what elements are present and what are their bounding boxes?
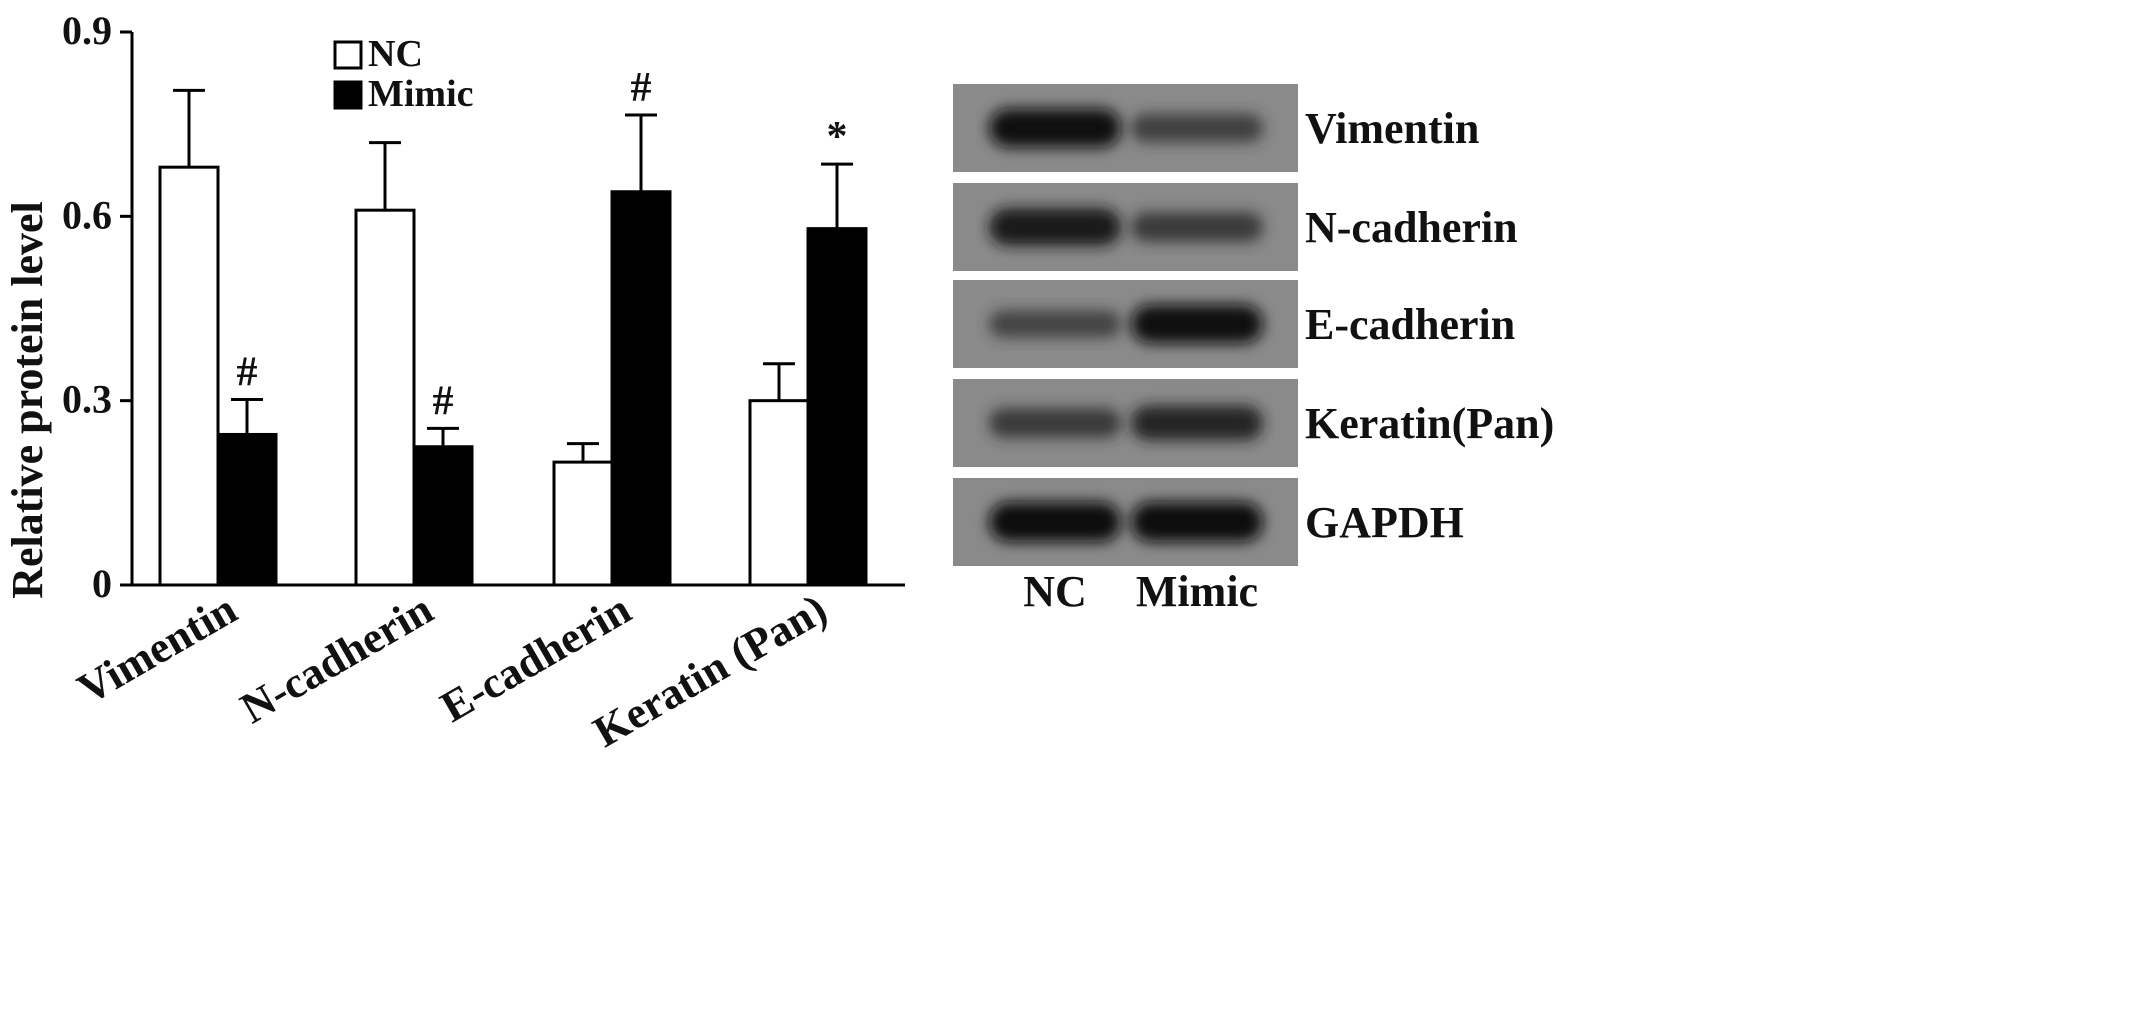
blot-panel-1: N-cadherin [953, 183, 1518, 271]
blot-panel-0: Vimentin [953, 84, 1479, 172]
band-nc [989, 502, 1121, 542]
bar-mimic-1 [412, 445, 474, 587]
blot-band-label: Keratin(Pan) [1305, 399, 1554, 448]
blot-band-label: GAPDH [1305, 498, 1464, 547]
significance-mark: # [237, 349, 258, 395]
legend: NC Mimic [333, 33, 474, 115]
band-mimic [1131, 113, 1263, 143]
axes [130, 32, 905, 587]
significance-mark: # [631, 65, 652, 111]
bar-mimic-2 [610, 190, 672, 587]
blot-lane-label: Mimic [1136, 567, 1258, 616]
blot-panel-3: Keratin(Pan) [953, 379, 1554, 467]
bars: # # # * [158, 65, 868, 587]
y-tick-label: 0.3 [62, 377, 112, 422]
band-mimic [1131, 304, 1263, 344]
band-nc [989, 310, 1121, 338]
legend-swatch-nc [333, 40, 363, 70]
bar-mimic-3 [806, 227, 868, 587]
blot-lane-label: NC [1023, 567, 1087, 616]
significance-mark: # [433, 378, 454, 424]
western-blot: Vimentin N-cadherin E-cadherin Keratin(Pan)… [953, 84, 1554, 616]
blot-panel-4: GAPDH [953, 478, 1464, 566]
blot-band-label: Vimentin [1305, 104, 1479, 153]
bar-nc-2 [552, 460, 614, 587]
bar-mimic-0 [216, 432, 278, 587]
legend-label-mimic: Mimic [368, 73, 474, 115]
legend-swatch-mimic [333, 80, 363, 110]
band-mimic [1131, 502, 1263, 542]
band-nc [989, 408, 1121, 438]
bar-nc-3 [748, 399, 810, 587]
y-tick-label: 0.9 [62, 8, 112, 53]
band-mimic [1131, 405, 1263, 441]
legend-label-nc: NC [368, 33, 423, 75]
band-nc [989, 208, 1121, 246]
bar-nc-0 [158, 165, 220, 587]
bar-chart: Relative protein level 0 0.3 0.6 0.9 # # # * V… [3, 8, 905, 757]
band-mimic [1131, 212, 1263, 242]
y-tick-label: 0 [92, 561, 112, 606]
x-tick-label: N-cadherin [232, 584, 441, 733]
blot-band-label: E-cadherin [1305, 300, 1515, 349]
band-nc [989, 108, 1121, 148]
significance-mark: * [827, 114, 848, 160]
blot-band-label: N-cadherin [1305, 203, 1518, 252]
y-tick-label: 0.6 [62, 192, 112, 237]
blot-panel-2: E-cadherin [953, 280, 1515, 368]
y-axis-label: Relative protein level [3, 201, 52, 599]
y-axis-ticks: 0 0.3 0.6 0.9 [62, 8, 132, 606]
bar-nc-1 [354, 208, 416, 587]
